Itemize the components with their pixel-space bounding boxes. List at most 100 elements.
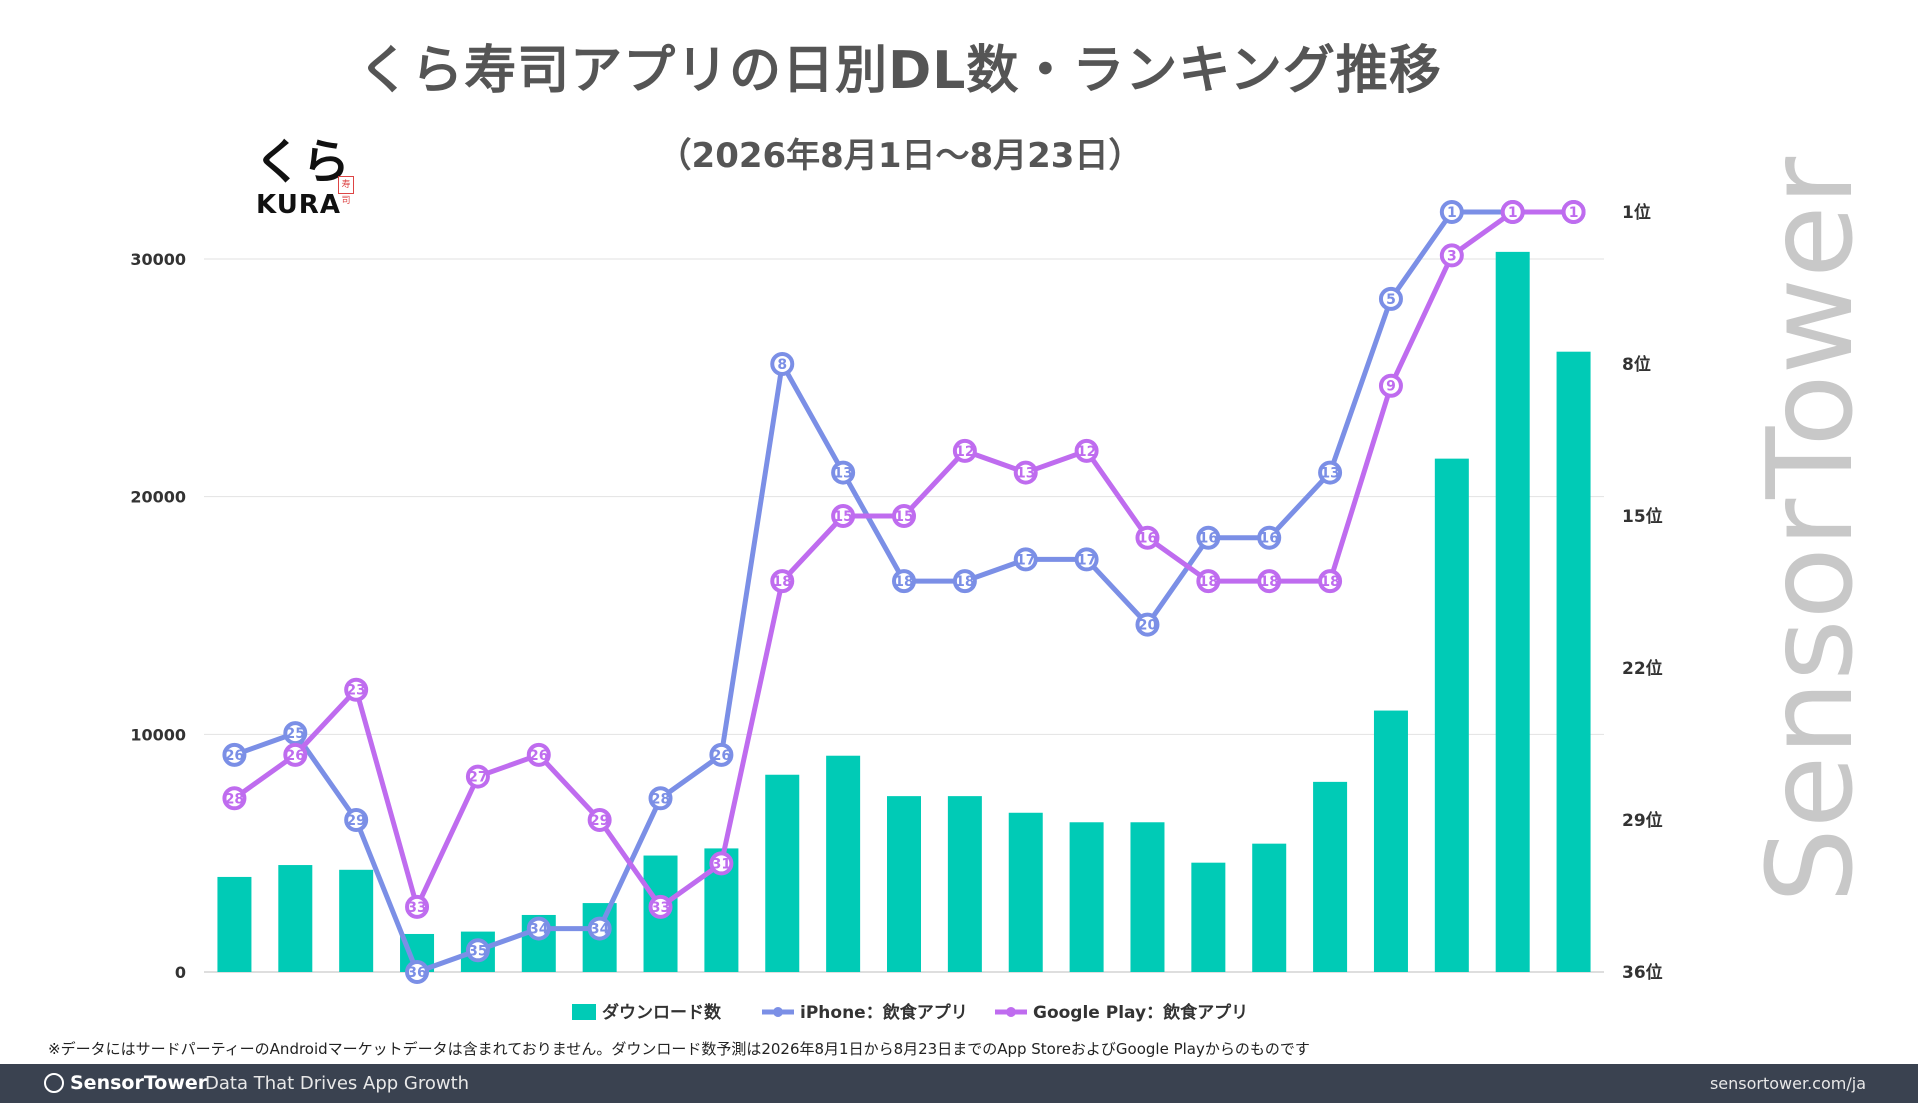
iphone-point bbox=[1257, 525, 1282, 550]
bar bbox=[1191, 862, 1226, 972]
footer-brand-text: SensorTower bbox=[70, 1072, 208, 1094]
footer-url[interactable]: sensortower.com/ja bbox=[1709, 1074, 1866, 1093]
iphone-data-label: 18 bbox=[894, 574, 913, 590]
google-point bbox=[1013, 460, 1038, 485]
y-left-tick-label: 30000 bbox=[130, 250, 186, 269]
logo-seal: 寿司 bbox=[338, 176, 354, 206]
iphone-data-label: 16 bbox=[1199, 531, 1218, 547]
google-data-label: 13 bbox=[1016, 466, 1035, 482]
iphone-data-label: 5 bbox=[1386, 292, 1396, 308]
iphone-point bbox=[1074, 547, 1099, 572]
footer-bar: SensorTower Data That Drives App Growth … bbox=[0, 1064, 1918, 1103]
bar bbox=[217, 876, 252, 972]
google-point bbox=[1439, 243, 1464, 268]
google-data-label: 18 bbox=[1199, 574, 1218, 590]
google-point bbox=[222, 786, 247, 811]
logo-text-jp: くら bbox=[254, 134, 351, 190]
y-left-tick-label: 0 bbox=[175, 963, 186, 982]
bar bbox=[765, 774, 800, 972]
iphone-data-label: 20 bbox=[1138, 618, 1158, 634]
iphone-data-label: 29 bbox=[346, 813, 365, 829]
google-data-label: 27 bbox=[468, 770, 487, 786]
iphone-data-label: 17 bbox=[1077, 552, 1096, 568]
iphone-data-label: 26 bbox=[225, 748, 244, 764]
y-right-tick-label: 29位 bbox=[1622, 810, 1663, 831]
google-data-label: 3 bbox=[1447, 248, 1457, 264]
legend-swatch-marker bbox=[773, 1007, 783, 1017]
iphone-data-label: 26 bbox=[712, 748, 731, 764]
legend-label: iPhone：飲食アプリ bbox=[800, 1002, 968, 1023]
iphone-point bbox=[587, 916, 612, 941]
chart: 0 10000 20000 30000 1位 8位 15位 22位 29位 36位 26 25 29 36… bbox=[130, 200, 1663, 1023]
bar bbox=[1556, 351, 1591, 972]
kura-logo: くら KURA 寿司 bbox=[250, 138, 360, 222]
chart-title: くら寿司アプリの日別DL数・ランキング推移 bbox=[358, 41, 1442, 101]
footer-brand[interactable]: SensorTower bbox=[44, 1072, 207, 1094]
google-data-label: 29 bbox=[590, 813, 609, 829]
legend-label: Google Play：飲食アプリ bbox=[1033, 1002, 1248, 1023]
bar bbox=[1252, 843, 1287, 972]
google-data-label: 33 bbox=[651, 900, 670, 916]
iphone-data-label: 18 bbox=[955, 574, 974, 590]
iphone-point bbox=[1439, 200, 1464, 224]
iphone-data-label: 8 bbox=[777, 357, 787, 373]
iphone-data-label: 17 bbox=[1016, 552, 1035, 568]
google-data-label: 12 bbox=[955, 444, 974, 460]
google-data-label: 23 bbox=[346, 683, 365, 699]
iphone-data-label: 1 bbox=[1447, 205, 1457, 221]
iphone-point bbox=[1196, 525, 1221, 550]
chart-subtitle: （2026年8月1日〜8月23日） bbox=[657, 136, 1143, 176]
google-point bbox=[283, 742, 308, 767]
iphone-point bbox=[770, 352, 795, 376]
google-point bbox=[344, 677, 369, 702]
google-point bbox=[709, 851, 734, 876]
google-point bbox=[892, 504, 916, 528]
iphone-point bbox=[1378, 286, 1403, 311]
footnote: ※データにはサードパーティーのAndroidマーケットデータは含まれておりません… bbox=[48, 1040, 1310, 1058]
iphone-point bbox=[952, 569, 977, 594]
iphone-point bbox=[709, 742, 734, 767]
y-right-tick-label: 1位 bbox=[1622, 202, 1651, 223]
google-data-label: 31 bbox=[712, 856, 731, 872]
iphone-point bbox=[892, 569, 916, 594]
legend-swatch-bar bbox=[572, 1004, 596, 1020]
google-data-label: 16 bbox=[1138, 531, 1157, 547]
footer-tagline: Data That Drives App Growth bbox=[205, 1073, 470, 1094]
google-point bbox=[405, 894, 430, 919]
logo-text-en: KURA bbox=[256, 190, 341, 220]
bar bbox=[1130, 822, 1165, 972]
iphone-data-label: 34 bbox=[590, 922, 610, 938]
iphone-data-label: 13 bbox=[1320, 466, 1339, 482]
google-point bbox=[648, 894, 673, 919]
google-point bbox=[1378, 373, 1403, 398]
google-point bbox=[587, 808, 612, 832]
iphone-data-label: 34 bbox=[529, 922, 549, 938]
google-point bbox=[465, 764, 490, 789]
y-right-tick-label: 8位 bbox=[1622, 354, 1651, 375]
google-point bbox=[526, 742, 551, 767]
bar bbox=[1069, 822, 1104, 972]
google-data-label: 12 bbox=[1077, 444, 1096, 460]
iphone-point bbox=[405, 960, 430, 984]
bar bbox=[826, 755, 861, 972]
bar bbox=[1008, 812, 1043, 972]
google-data-label: 18 bbox=[1320, 574, 1339, 590]
sensortower-logo-icon bbox=[44, 1073, 64, 1093]
iphone-data-label: 35 bbox=[468, 943, 487, 959]
google-point bbox=[831, 504, 856, 528]
iphone-data-label: 36 bbox=[407, 965, 426, 981]
google-data-label: 15 bbox=[833, 509, 852, 525]
y-right-tick-label: 36位 bbox=[1622, 962, 1663, 983]
y-right-tick-label: 22位 bbox=[1622, 658, 1663, 679]
y-left-tick-label: 20000 bbox=[130, 488, 186, 507]
google-data-label: 15 bbox=[894, 509, 913, 525]
google-point bbox=[1135, 525, 1160, 550]
google-data-label: 18 bbox=[1259, 574, 1278, 590]
google-point bbox=[1074, 438, 1099, 463]
iphone-data-label: 28 bbox=[651, 791, 670, 807]
google-data-label: 28 bbox=[225, 791, 244, 807]
iphone-point bbox=[1318, 460, 1343, 485]
google-point bbox=[952, 438, 977, 463]
bar bbox=[947, 796, 982, 972]
bar bbox=[339, 869, 374, 972]
